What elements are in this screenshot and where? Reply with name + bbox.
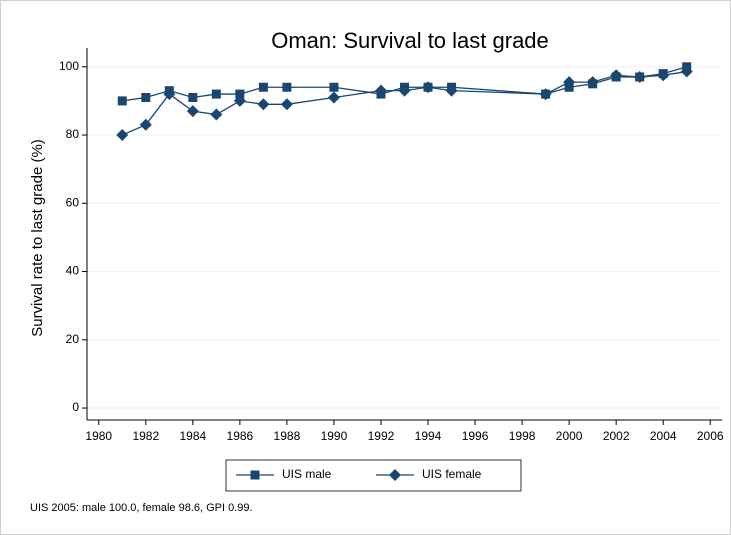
marker-square	[117, 96, 127, 106]
y-tick-label: 100	[59, 59, 79, 73]
note: UIS 2005: male 100.0, female 98.6, GPI 0…	[30, 502, 253, 514]
marker-diamond	[163, 88, 176, 101]
marker-square	[188, 92, 198, 102]
x-tick-label: 1986	[227, 429, 254, 443]
marker-diamond	[680, 65, 693, 78]
marker-diamond	[210, 108, 223, 121]
x-tick-label: 1984	[179, 429, 206, 443]
marker-square	[250, 470, 260, 480]
marker-diamond	[116, 129, 129, 142]
marker-square	[329, 82, 339, 92]
marker-diamond	[610, 69, 623, 82]
marker-square	[141, 92, 151, 102]
y-tick-label: 80	[66, 127, 80, 141]
y-tick-label: 60	[66, 195, 80, 209]
marker-square	[282, 82, 292, 92]
marker-diamond	[445, 84, 458, 97]
legend-label: UIS female	[422, 467, 482, 481]
marker-square	[211, 89, 221, 99]
marker-square	[258, 82, 268, 92]
y-axis-label: Survival rate to last grade (%)	[29, 139, 46, 337]
chart-title: Oman: Survival to last grade	[271, 28, 549, 53]
marker-diamond	[563, 76, 576, 89]
marker-diamond	[657, 69, 670, 82]
x-tick-label: 1994	[415, 429, 442, 443]
marker-diamond	[633, 71, 646, 84]
marker-diamond	[186, 105, 199, 118]
y-tick-label: 0	[72, 400, 79, 414]
marker-diamond	[139, 118, 152, 131]
x-tick-label: 1982	[132, 429, 159, 443]
marker-square	[235, 89, 245, 99]
marker-diamond	[398, 84, 411, 97]
marker-diamond	[422, 81, 435, 94]
x-tick-label: 2002	[603, 429, 630, 443]
legend-label: UIS male	[282, 467, 332, 481]
y-tick-label: 20	[66, 332, 80, 346]
marker-diamond	[327, 91, 340, 104]
marker-diamond	[539, 88, 552, 101]
marker-diamond	[280, 98, 293, 111]
x-tick-label: 1998	[509, 429, 536, 443]
marker-diamond	[389, 469, 401, 481]
x-tick-label: 1990	[321, 429, 348, 443]
x-tick-label: 2000	[556, 429, 583, 443]
x-tick-label: 2006	[697, 429, 724, 443]
x-tick-label: 1980	[85, 429, 112, 443]
x-tick-label: 1996	[462, 429, 489, 443]
x-tick-label: 1992	[368, 429, 395, 443]
marker-diamond	[257, 98, 270, 111]
x-tick-label: 2004	[650, 429, 677, 443]
y-tick-label: 40	[66, 264, 80, 278]
marker-diamond	[586, 76, 599, 89]
legend	[225, 459, 522, 492]
marker-diamond	[233, 94, 246, 107]
marker-diamond	[374, 84, 387, 97]
x-tick-label: 1988	[274, 429, 301, 443]
